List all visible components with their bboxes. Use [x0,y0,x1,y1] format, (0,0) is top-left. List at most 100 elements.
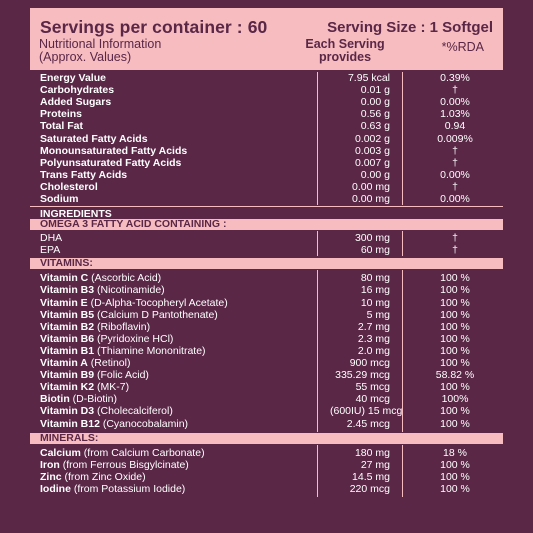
nutrition-panel: Servings per container : 60 Serving Size… [30,8,503,526]
row-name-detail: (MK-7) [94,381,130,394]
row-value: 220 mcg [349,482,390,495]
row-name: Iodine (from Potassium Iodide) [40,483,185,495]
row-rda: 100 % [440,284,470,297]
row-value: 2.3 mg [357,332,390,345]
row-rda: 100 % [440,296,470,309]
column-divider [402,72,403,206]
row-name-bold: Vitamin B9 [40,369,95,382]
table-row: Calcium (from Calcium Carbonate) 180 mg 18… [30,447,503,459]
table-row: Vitamin E (D-Alpha-Tocopheryl Acetate) 10… [30,297,503,309]
row-name: Polyunsaturated Fatty Acids [40,156,182,169]
table-row: Iodine (from Potassium Iodide) 220 mcg 100… [30,483,503,495]
row-name-bold: Calcium [40,446,81,459]
row-rda: 0.00% [440,168,470,181]
row-name: Carbohydrates [40,84,115,97]
table-row: Vitamin B9 (Folic Acid) 335.29 mcg 58.82 % [30,369,503,381]
row-value: 300 mg [354,232,390,245]
row-name: Vitamin E (D-Alpha-Tocopheryl Acetate) [40,297,228,309]
row-name-bold: Vitamin C [40,272,89,285]
row-name: Calcium (from Calcium Carbonate) [40,447,205,459]
row-rda: 0.39% [440,72,470,84]
table-row: Monounsaturated Fatty Acids 0.003 g † [30,145,503,157]
row-name-detail: (Cyanocobalamin) [99,417,189,430]
row-name-detail: (from Potassium Iodide) [70,482,186,495]
row-name-detail: (D-Biotin) [69,393,118,406]
row-name: Saturated Fatty Acids [40,132,148,145]
servings-per-container: Servings per container : 60 [40,17,268,37]
serving-size: Serving Size : 1 Softgel [327,19,493,36]
row-rda: 100 % [440,320,470,333]
row-name-bold: Vitamin B5 [40,308,95,321]
table-row: Added Sugars 0.00 g 0.00% [30,96,503,108]
table-row: Cholesterol 0.00 mg † [30,181,503,193]
column-divider [317,231,318,257]
row-name: Energy Value [40,72,106,84]
row-rda: † [452,180,458,193]
row-value: 0.007 g [354,156,390,169]
column-divider [317,72,318,206]
row-name: Vitamin B12 (Cyanocobalamin) [40,418,188,430]
row-rda: 0.00% [440,96,470,109]
table-row: Vitamin B12 (Cyanocobalamin) 2.45 mcg 100 … [30,418,503,430]
row-value: 0.002 g [354,132,390,145]
row-value: 2.45 mcg [346,417,390,430]
row-name-detail: (Pyridoxine HCl) [94,332,174,345]
row-value: 80 mg [360,272,390,285]
table-row: Vitamin C (Ascorbic Acid) 80 mg 100 % [30,272,503,284]
each-serving-heading: Each Serving provides [275,38,415,64]
row-name-bold: Iodine [40,482,71,495]
row-name: Vitamin D3 (Cholecalciferol) [40,405,173,417]
row-name-bold: Vitamin E [40,296,88,309]
row-name: Added Sugars [40,96,112,109]
row-name-detail: (Thiamine Mononitrate) [94,344,206,357]
row-value: 0.56 g [360,108,390,121]
row-value: 900 mcg [349,357,390,369]
table-row: Biotin (D-Biotin) 40 mcg 100% [30,393,503,405]
row-value: 180 mg [354,446,390,459]
row-name: Trans Fatty Acids [40,168,128,181]
row-name: DHA [40,232,63,245]
table-row: Vitamin K2 (MK-7) 55 mcg 100 % [30,381,503,393]
column-divider [402,270,403,432]
row-rda: 100 % [440,308,470,321]
row-rda: 0.009% [437,132,473,145]
row-name: Vitamin C (Ascorbic Acid) [40,272,161,284]
row-rda: 1.03% [440,108,470,121]
row-name: Vitamin B6 (Pyridoxine HCl) [40,333,173,345]
section-band: VITAMINS: [30,258,503,270]
section-band: OMEGA 3 FATTY ACID CONTAINING : [30,218,503,231]
row-name-bold: Vitamin B1 [40,344,95,357]
row-name: Vitamin B9 (Folic Acid) [40,369,149,381]
column-divider [317,270,318,432]
table-row: Polyunsaturated Fatty Acids 0.007 g † [30,157,503,169]
table-row: Vitamin B1 (Thiamine Mononitrate) 2.0 mg 1… [30,345,503,357]
nutrition-heading-line2: (Approx. Values) [39,50,132,64]
row-name: Vitamin A (Retinol) [40,357,130,369]
row-name: Zinc (from Zinc Oxide) [40,471,146,483]
table-row: Vitamin A (Retinol) 900 mcg 100 % [30,357,503,369]
row-name-bold: Vitamin B3 [40,284,95,297]
row-name-detail: (from Ferrous Bisgylcinate) [59,458,189,471]
table-row: Vitamin D3 (Cholecalciferol) (600IU) 15 m… [30,405,503,417]
row-value: 60 mg [360,244,390,257]
row-value: (600IU) 15 mcg [330,405,403,418]
row-rda: 58.82 % [435,369,475,382]
row-name-bold: Vitamin B12 [40,417,100,430]
section-label: OMEGA 3 FATTY ACID CONTAINING : [40,218,227,231]
table-row: Vitamin B6 (Pyridoxine HCl) 2.3 mg 100 % [30,333,503,345]
table-row: Vitamin B3 (Nicotinamide) 16 mg 100 % [30,284,503,296]
row-rda: 100 % [440,458,470,471]
row-rda: 100 % [440,344,470,357]
row-rda: † [452,232,458,245]
row-rda: 0.00% [440,193,470,205]
row-name: Vitamin B1 (Thiamine Mononitrate) [40,345,206,357]
row-name-bold: Vitamin D3 [40,405,95,418]
row-name-detail: (Folic Acid) [94,369,149,382]
row-name-detail: (from Calcium Carbonate) [80,446,205,459]
table-row: Carbohydrates 0.01 g † [30,84,503,96]
row-rda: 0.94 [444,120,466,133]
row-rda: † [452,84,458,97]
divider [30,206,503,208]
row-value: 40 mcg [355,393,390,406]
table-row: Proteins 0.56 g 1.03% [30,108,503,120]
